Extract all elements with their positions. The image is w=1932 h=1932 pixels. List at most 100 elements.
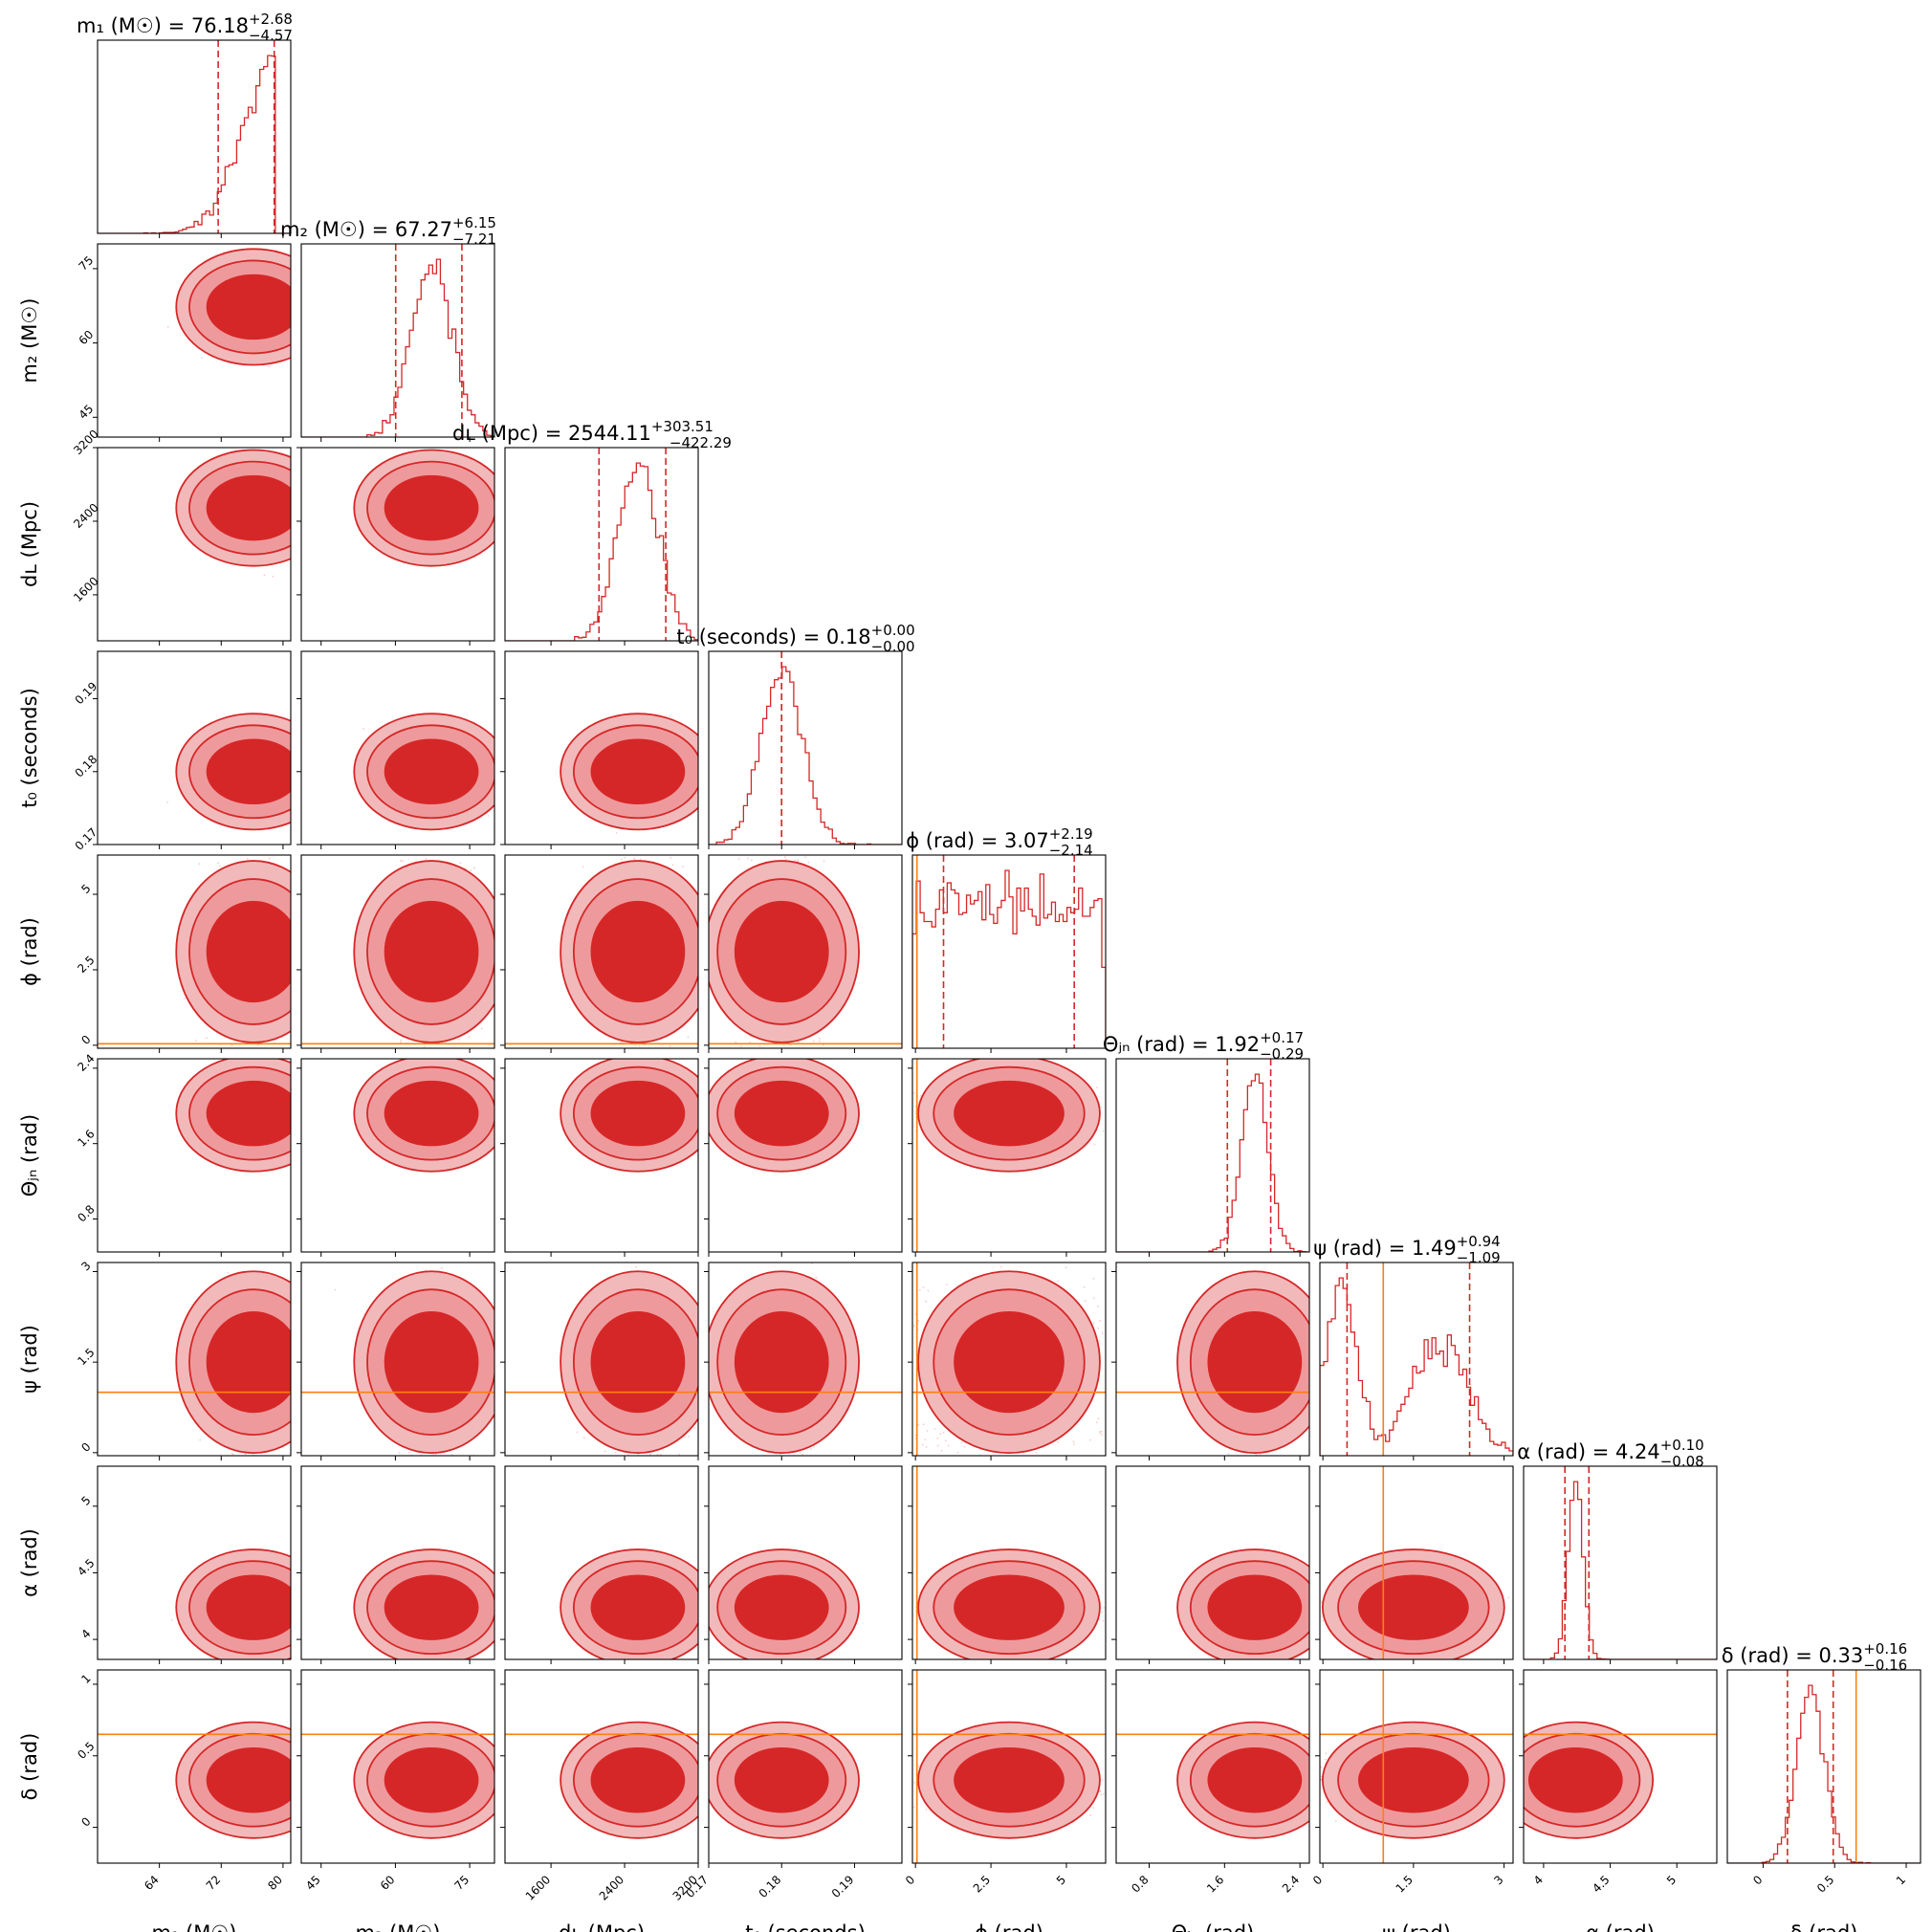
- panel-frame: [708, 854, 903, 1049]
- scatter-point: [784, 858, 787, 861]
- y-tick-label: 2.4: [75, 1051, 97, 1073]
- panel-frame: [708, 650, 903, 845]
- scatter-point: [813, 1445, 815, 1448]
- scatter-point: [268, 857, 271, 860]
- scatter-point: [400, 1039, 403, 1042]
- panel-frame: [300, 1058, 495, 1253]
- scatter-point: [940, 1449, 943, 1452]
- scatter-point: [1097, 1327, 1100, 1329]
- scatter-point: [924, 1438, 927, 1441]
- scatter-point: [272, 575, 274, 578]
- scatter-point: [922, 1423, 925, 1426]
- scatter-point: [1098, 1340, 1101, 1343]
- scatter-point: [917, 1320, 920, 1322]
- panel-frame: [300, 1262, 495, 1457]
- panel-frame: [504, 650, 699, 845]
- scatter-point: [652, 1460, 654, 1462]
- panel-title-minus: −422.29: [670, 434, 732, 451]
- scatter-point: [976, 1460, 977, 1462]
- scatter-point: [1236, 1457, 1238, 1459]
- panel-title-plus: +2.19: [1049, 825, 1093, 843]
- scatter-point: [806, 1464, 808, 1466]
- contour-inner: [384, 474, 479, 541]
- scatter-point: [765, 1461, 767, 1463]
- scatter-point: [946, 1284, 948, 1285]
- scatter-point: [914, 1438, 917, 1439]
- contour-t0-theta_jn: [704, 1058, 903, 1257]
- contour-inner: [590, 1080, 686, 1147]
- y-tick-label: 45: [77, 402, 97, 422]
- panel-title-plus: +6.15: [452, 214, 496, 231]
- scatter-point: [614, 1457, 616, 1459]
- y-tick-label: 0.8: [75, 1202, 97, 1224]
- scatter-point: [194, 1039, 197, 1042]
- scatter-point: [779, 1457, 781, 1459]
- histogram-dL: dʟ (Mpc) = 2544.11+303.51 −422.29: [452, 418, 732, 646]
- scatter-point: [263, 574, 266, 577]
- contour-m2-psi: [296, 1262, 495, 1460]
- scatter-point: [801, 1453, 804, 1456]
- histogram-step-m2: [301, 258, 494, 437]
- scatter-point: [945, 1464, 947, 1466]
- scatter-point: [774, 1462, 776, 1464]
- scatter-point: [671, 864, 674, 867]
- panel-frame: [911, 1262, 1107, 1457]
- histogram-step-psi: [1320, 1277, 1513, 1456]
- scatter-point: [670, 856, 672, 859]
- scatter-point: [1048, 1459, 1050, 1460]
- scatter-point: [755, 1459, 757, 1460]
- scatter-point: [400, 1041, 402, 1043]
- contour-phi-psi: [908, 1262, 1107, 1466]
- scatter-point: [398, 1452, 401, 1454]
- panel-frame: [911, 1058, 1107, 1253]
- scatter-point: [925, 1445, 928, 1448]
- contour-inner: [206, 274, 291, 340]
- histogram-step-phi: [912, 869, 1106, 1048]
- scatter-point: [749, 1035, 752, 1038]
- panel-title-phi: ϕ (rad) = 3.07+2.19 −2.14: [906, 825, 1092, 859]
- scatter-point: [912, 1325, 915, 1327]
- scatter-point: [401, 860, 404, 863]
- scatter-point: [683, 1436, 686, 1438]
- histogram-psi: ψ (rad) = 1.49+0.94 −1.09: [1313, 1233, 1514, 1460]
- contour-dL-psi: [500, 1262, 699, 1462]
- scatter-point: [818, 1040, 821, 1043]
- contour-m1-psi: 01.53: [75, 1259, 292, 1460]
- panel-frame: [504, 447, 699, 642]
- scatter-point: [688, 1436, 691, 1438]
- scatter-point: [1099, 1319, 1102, 1322]
- scatter-point: [425, 857, 428, 860]
- histogram-t0: t₀ (seconds) = 0.18+0.00 −0.00: [676, 622, 915, 849]
- contour-inner: [206, 1080, 291, 1147]
- panel-frame: [504, 1262, 699, 1457]
- scatter-point: [750, 859, 753, 862]
- y-tick-label: 0.17: [73, 825, 100, 853]
- scatter-point: [936, 1444, 939, 1447]
- panel-title-main: ψ (rad) = 1.49: [1313, 1237, 1456, 1260]
- scatter-point: [199, 1438, 202, 1441]
- scatter-point: [1018, 1457, 1020, 1459]
- scatter-point: [823, 860, 825, 862]
- scatter-point: [1084, 1300, 1087, 1303]
- scatter-point: [1097, 1417, 1100, 1420]
- panel-frame: [97, 447, 292, 642]
- scatter-point: [210, 234, 212, 236]
- histogram-step-theta_jn: [1116, 1073, 1309, 1252]
- scatter-point: [1100, 1106, 1103, 1109]
- scatter-point: [212, 1056, 214, 1058]
- scatter-point: [783, 856, 786, 859]
- scatter-point: [246, 857, 249, 860]
- scatter-point: [428, 1459, 429, 1460]
- scatter-point: [1092, 1322, 1095, 1324]
- scatter-point: [812, 1040, 815, 1043]
- scatter-point: [1057, 1440, 1060, 1443]
- scatter-point: [424, 1045, 426, 1048]
- contour-phi-theta_jn: [908, 1058, 1107, 1257]
- y-tick-label: 0: [78, 1440, 93, 1455]
- panel-title-main: dʟ (Mpc) = 2544.11: [452, 422, 651, 445]
- scatter-point: [245, 1458, 247, 1460]
- scatter-point: [687, 1036, 690, 1039]
- scatter-point: [166, 326, 169, 328]
